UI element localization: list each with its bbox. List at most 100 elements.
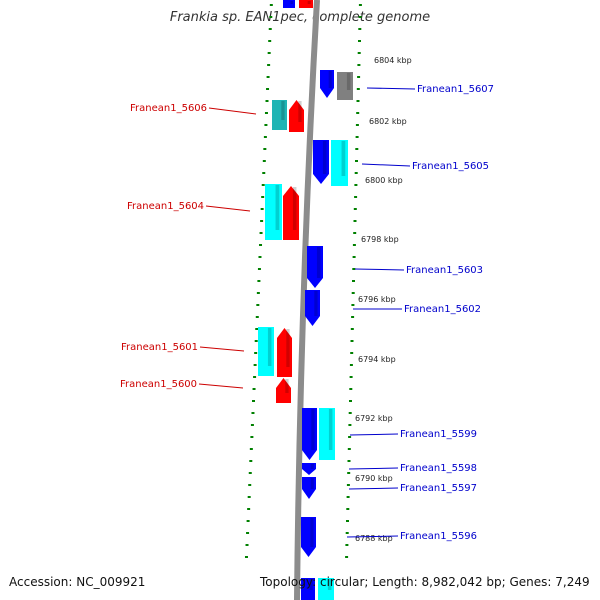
ruler-dot-right xyxy=(346,520,349,522)
gene-block xyxy=(337,72,353,100)
ruler-dot-left xyxy=(252,388,256,390)
ruler-dot-left xyxy=(269,16,273,18)
ruler-dot-left xyxy=(254,340,258,342)
ruler-dot-right xyxy=(351,292,355,294)
right-gene-label: Franean1_5597 xyxy=(400,483,477,494)
ruler-dots-right xyxy=(345,4,362,558)
gene-block-shade xyxy=(322,141,327,174)
ruler-dot-left xyxy=(261,184,265,186)
ruler-dot-right xyxy=(348,424,352,426)
ruler-dot-left xyxy=(261,196,265,198)
ruler-dot-left xyxy=(260,220,264,222)
genome-summary-text: Topology: circular; Length: 8,982,042 bp… xyxy=(260,575,590,589)
gene-block xyxy=(258,327,274,376)
left-label-leader-line xyxy=(198,383,244,389)
ruler-dot-left xyxy=(268,40,272,42)
ruler-dot-right xyxy=(352,280,355,282)
ruler-dot-left xyxy=(256,304,260,306)
ruler-dot-left xyxy=(252,400,255,402)
ruler-dot-left xyxy=(246,532,250,534)
ruler-dot-right xyxy=(345,544,349,546)
ruler-dot-right xyxy=(356,88,360,90)
gene-block-shade xyxy=(307,1,311,4)
gene-block-shade xyxy=(316,247,321,278)
ruler-dot-right xyxy=(357,52,361,54)
ruler-dot-left xyxy=(264,112,268,114)
ruler-dot-right xyxy=(350,340,354,342)
ruler-dot-right xyxy=(354,184,358,186)
ruler-dot-right xyxy=(352,244,356,246)
ruler-dot-left xyxy=(263,148,267,150)
ruler-dot-right xyxy=(349,400,352,402)
ruler-dot-right xyxy=(352,268,356,270)
right-gene-label: Franean1_5596 xyxy=(400,531,477,542)
ruler-dot-left xyxy=(246,520,250,522)
gene-block xyxy=(277,328,292,377)
ruler-dot-left xyxy=(259,244,263,246)
ruler-dot-left xyxy=(262,172,266,174)
ruler-dot-right xyxy=(358,28,362,30)
gene-block xyxy=(272,100,287,130)
ruler-dot-right xyxy=(355,148,359,150)
ruler-dot-right xyxy=(348,436,352,438)
ruler-dot-left xyxy=(249,448,253,450)
gene-block xyxy=(320,70,334,98)
right-gene-label: Franean1_5607 xyxy=(417,84,494,95)
ruler-dot-right xyxy=(354,196,358,198)
ruler-dot-right xyxy=(351,304,355,306)
gene-block-shade xyxy=(286,329,290,367)
gene-block xyxy=(276,378,291,403)
ruler-dot-left xyxy=(265,100,269,102)
ruler-dot-right xyxy=(355,160,358,162)
ruler-dots-left xyxy=(244,4,273,558)
ruler-tick-label: 6794 kbp xyxy=(358,355,396,364)
ruler-dot-left xyxy=(248,484,252,486)
right-gene-labels: Franean1_5607 Franean1_5605 Franean1_5603 F… xyxy=(346,84,494,542)
gene-block xyxy=(289,100,304,132)
ruler-dot-left xyxy=(254,352,258,354)
ruler-dot-left xyxy=(268,28,272,30)
gene-block xyxy=(302,477,316,499)
ruler-dot-left xyxy=(260,208,264,210)
ruler-dot-left xyxy=(250,436,254,438)
ruler-dot-left xyxy=(250,424,254,426)
left-gene-label: Franean1_5604 xyxy=(127,201,204,212)
ruler-ticks: 6804 kbp 6802 kbp 6800 kbp 6798 kbp 6796 kbp… xyxy=(355,56,412,543)
gene-block xyxy=(331,140,348,186)
gene-block-shade xyxy=(290,1,294,4)
gene-block xyxy=(299,0,313,8)
ruler-dot-right xyxy=(349,388,353,390)
ruler-dot-right xyxy=(347,448,351,450)
ruler-dot-right xyxy=(354,172,358,174)
ruler-dot-left xyxy=(251,412,255,414)
ruler-tick-label: 6796 kbp xyxy=(358,295,396,304)
ruler-dot-right xyxy=(347,472,351,474)
gene-block-shade xyxy=(311,409,315,450)
gene-block xyxy=(302,408,317,460)
ruler-tick-label: 6792 kbp xyxy=(355,414,393,423)
ruler-dot-left xyxy=(259,232,263,234)
right-gene-label: Franean1_5603 xyxy=(406,265,483,276)
ruler-dot-left xyxy=(245,544,249,546)
gene-block xyxy=(301,517,316,557)
gene-block-shade xyxy=(281,101,285,120)
right-gene-label: Franean1_5598 xyxy=(400,463,477,474)
gene-block xyxy=(301,578,315,600)
right-label-leader-line xyxy=(354,268,405,271)
gene-block xyxy=(265,184,282,240)
right-gene-label: Franean1_5599 xyxy=(400,429,477,440)
ruler-tick-label: 6788 kbp xyxy=(355,534,393,543)
ruler-dot-right xyxy=(350,352,354,354)
ruler-dot-right xyxy=(357,64,361,66)
left-label-leader-line xyxy=(205,205,251,212)
gene-block xyxy=(305,290,320,326)
gene-block-shade xyxy=(298,101,302,122)
left-gene-label: Franean1_5600 xyxy=(120,379,197,390)
ruler-dot-right xyxy=(352,256,356,258)
gene-block-shade xyxy=(285,379,289,393)
ruler-dot-left xyxy=(266,76,270,78)
ruler-dot-left xyxy=(253,376,257,378)
ruler-dot-left xyxy=(248,472,252,474)
right-label-leader-line xyxy=(348,487,399,490)
gene-block xyxy=(307,246,323,288)
